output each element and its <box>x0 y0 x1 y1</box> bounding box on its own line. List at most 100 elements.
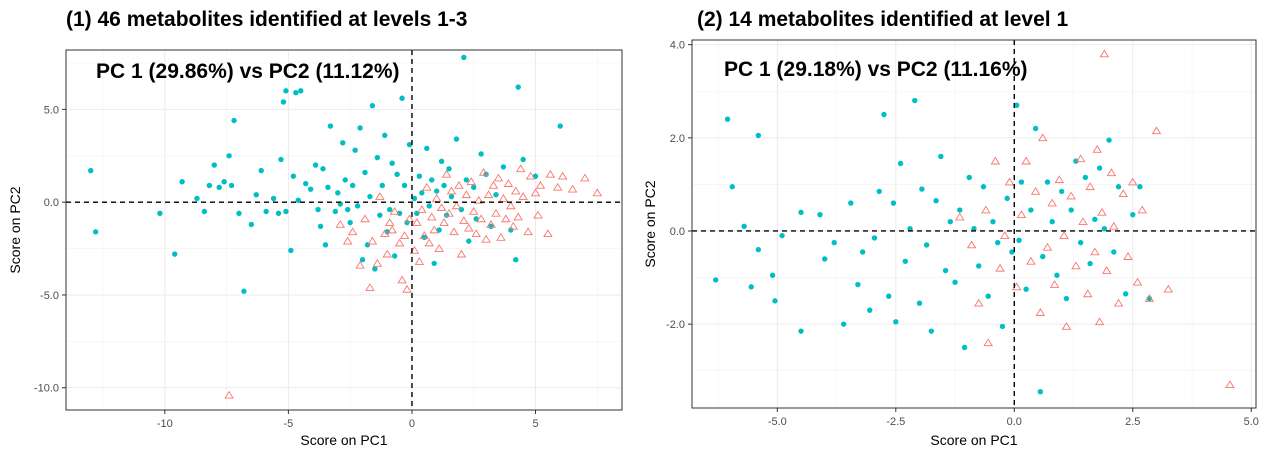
data-point <box>431 260 437 267</box>
data-point <box>241 288 247 294</box>
data-point <box>446 166 452 172</box>
data-point <box>224 390 234 399</box>
data-point <box>317 223 324 229</box>
data-point <box>980 184 987 190</box>
data-point <box>354 203 361 209</box>
data-point <box>288 247 294 254</box>
data-point <box>535 181 546 189</box>
data-point <box>1071 261 1081 270</box>
data-point <box>278 156 284 163</box>
data-point <box>422 182 432 191</box>
data-point <box>755 132 762 139</box>
data-point <box>438 158 445 165</box>
data-point <box>498 193 509 202</box>
data-point <box>515 84 521 90</box>
data-point <box>501 214 511 223</box>
data-point <box>444 208 454 217</box>
data-point <box>1130 211 1136 218</box>
data-point <box>1037 133 1048 142</box>
data-point <box>1082 174 1089 181</box>
data-point <box>515 164 526 173</box>
data-point <box>1028 207 1034 213</box>
data-point <box>411 195 418 202</box>
data-point <box>1078 217 1088 226</box>
data-point <box>372 258 383 267</box>
data-point <box>990 156 1001 165</box>
data-point <box>488 181 499 189</box>
y-tick-label: 5.0 <box>44 104 59 116</box>
data-point <box>530 188 541 197</box>
data-point <box>1090 247 1100 256</box>
data-point <box>369 102 376 109</box>
x-tick-label: -5.0 <box>768 416 787 428</box>
data-point <box>332 208 339 215</box>
data-point <box>506 201 516 210</box>
data-point <box>466 238 472 244</box>
plot-border <box>65 49 623 411</box>
data-point <box>377 212 383 218</box>
data-point <box>471 184 477 191</box>
data-point <box>973 298 984 307</box>
data-point <box>439 218 449 226</box>
data-point <box>523 227 533 236</box>
chart-panel-2: (2) 14 metabolites identified at level 1… <box>640 0 1269 454</box>
data-point <box>1111 249 1117 255</box>
data-point <box>340 140 346 146</box>
data-point <box>375 192 385 200</box>
data-point <box>449 227 459 236</box>
data-point <box>503 179 514 187</box>
data-point <box>976 263 982 269</box>
data-point <box>1023 286 1029 292</box>
data-point <box>955 212 965 221</box>
data-point <box>401 182 408 189</box>
data-point <box>293 89 299 96</box>
data-point <box>335 190 341 196</box>
y-tick-label: -2.0 <box>666 319 685 331</box>
data-point <box>1016 210 1027 219</box>
y-tick-label: 4.0 <box>670 40 685 52</box>
data-point <box>345 206 351 213</box>
data-point <box>412 218 422 226</box>
x-axis-label: Score on PC1 <box>300 432 387 448</box>
data-point <box>1085 182 1095 191</box>
data-point <box>961 344 968 351</box>
data-point <box>391 253 398 259</box>
data-point <box>179 179 185 185</box>
data-point <box>919 186 925 192</box>
data-point <box>426 212 437 221</box>
data-point <box>1054 272 1060 278</box>
data-point <box>194 195 200 202</box>
data-point <box>461 54 467 61</box>
data-point <box>399 95 405 101</box>
chart-title: (1) 46 metabolites identified at levels … <box>66 8 468 31</box>
y-tick-label: -10.0 <box>34 383 59 395</box>
data-point <box>491 208 501 217</box>
data-point <box>360 214 370 223</box>
data-point <box>384 218 395 226</box>
data-point <box>1073 158 1079 164</box>
data-point <box>419 231 430 239</box>
plot-border <box>691 39 1257 409</box>
data-point <box>518 192 528 200</box>
data-point <box>382 249 393 258</box>
data-point <box>461 190 472 199</box>
data-point <box>1037 388 1044 395</box>
data-point <box>840 321 847 327</box>
data-point <box>1004 177 1015 186</box>
data-point <box>532 173 539 179</box>
data-point <box>1106 137 1112 143</box>
data-point <box>859 249 866 255</box>
data-point <box>349 182 356 189</box>
data-point <box>365 283 375 291</box>
data-point <box>228 182 235 189</box>
data-point <box>580 173 590 182</box>
pca-variance-annotation: PC 1 (29.18%) vs PC2 (11.16%) <box>724 58 1028 81</box>
data-point <box>367 193 373 200</box>
data-point <box>483 190 494 199</box>
data-point <box>510 186 521 195</box>
data-point <box>947 218 954 225</box>
data-point <box>822 256 828 262</box>
x-axis-label: Score on PC1 <box>930 432 1017 448</box>
data-point <box>1109 221 1119 230</box>
y-axis-label: Score on PC2 <box>642 180 658 267</box>
